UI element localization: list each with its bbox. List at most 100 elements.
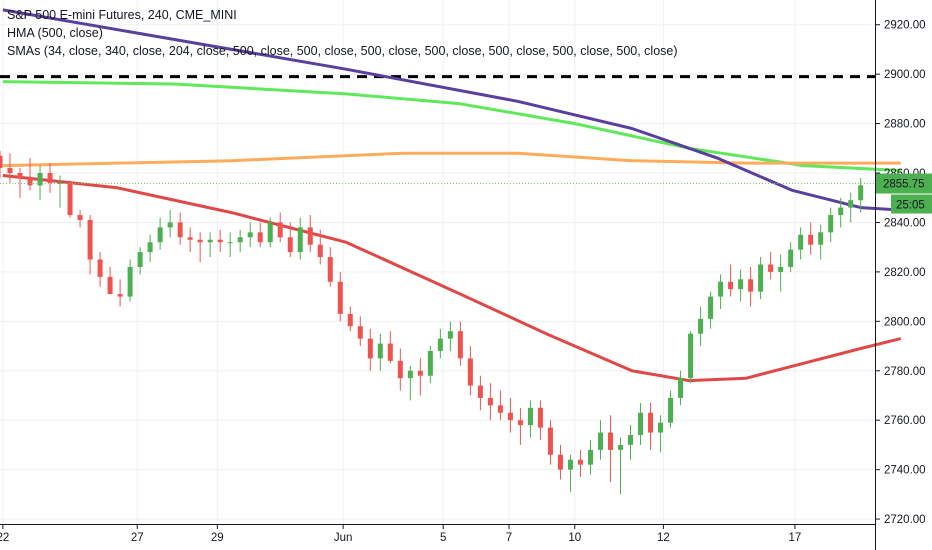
candle: [808, 222, 813, 254]
x-tick-label: Jun: [334, 532, 353, 544]
candle: [408, 366, 413, 401]
candle-body: [138, 252, 143, 267]
candle: [688, 331, 693, 383]
candle: [698, 306, 703, 346]
candle: [488, 383, 493, 420]
candle: [498, 391, 503, 421]
candle: [538, 400, 543, 440]
countdown-text: 25:05: [896, 200, 925, 212]
candle: [398, 349, 403, 391]
candle-body: [818, 232, 823, 244]
candle-body: [318, 245, 323, 257]
candle-body: [648, 413, 653, 433]
y-tick-label: 2880.00: [884, 119, 926, 131]
candle-body: [228, 242, 233, 243]
candle-body: [678, 378, 683, 398]
candle-body: [528, 408, 533, 425]
candle-body: [158, 227, 163, 242]
candle-body: [568, 460, 573, 470]
x-tick-label: 7: [506, 532, 512, 544]
y-tick-label: 2840.00: [884, 217, 926, 229]
candle: [848, 193, 853, 223]
candle: [528, 400, 533, 437]
candle: [468, 346, 473, 395]
candle: [418, 358, 423, 395]
candle: [188, 227, 193, 252]
candle-body: [798, 235, 803, 250]
x-tick-label: 17: [789, 532, 802, 544]
candle: [638, 403, 643, 445]
candle: [168, 210, 173, 237]
candle: [328, 247, 333, 287]
candle-body: [358, 326, 363, 338]
candle-body: [638, 413, 643, 435]
candle-body: [398, 361, 403, 378]
candle-body: [368, 339, 373, 359]
candle-body: [128, 267, 133, 297]
y-tick-label: 2780.00: [884, 366, 926, 378]
candle: [648, 403, 653, 450]
candle: [668, 391, 673, 428]
candle-body: [808, 235, 813, 245]
candle-body: [508, 413, 513, 420]
candle: [48, 163, 53, 193]
grid-lines: [0, 0, 875, 524]
candle: [828, 208, 833, 243]
candle: [568, 455, 573, 492]
candle-body: [18, 173, 23, 178]
candle-body: [828, 215, 833, 232]
candle: [218, 230, 223, 252]
candle: [428, 346, 433, 383]
candle: [148, 235, 153, 262]
candle: [38, 166, 43, 201]
candle-body: [738, 279, 743, 289]
x-tick-label: 27: [131, 532, 144, 544]
candle-body: [68, 183, 73, 215]
candle: [78, 210, 83, 227]
candle: [118, 279, 123, 306]
candle-body: [758, 264, 763, 291]
y-tick-label: 2740.00: [884, 465, 926, 477]
candle-body: [488, 398, 493, 405]
candle-body: [478, 386, 483, 398]
candle: [628, 425, 633, 460]
candle: [748, 267, 753, 307]
candle: [0, 151, 3, 178]
candle-body: [338, 282, 343, 314]
candle-body: [468, 358, 473, 385]
y-tick-label: 2820.00: [884, 267, 926, 279]
candle-body: [858, 185, 863, 200]
candle: [818, 225, 823, 260]
candle-body: [88, 220, 93, 260]
legend-symbol[interactable]: S&P 500 E-mini Futures, 240, CME_MINI: [7, 6, 678, 24]
candle: [618, 437, 623, 494]
candle: [388, 331, 393, 363]
legend-smas[interactable]: SMAs (34, close, 340, close, 204, close,…: [7, 42, 678, 60]
y-tick-label: 2920.00: [884, 20, 926, 32]
candle-body: [168, 222, 173, 227]
candle-body: [248, 232, 253, 237]
candle-body: [428, 351, 433, 376]
y-tick-label: 2800.00: [884, 316, 926, 328]
candle: [788, 242, 793, 272]
candle-body: [628, 435, 633, 445]
candle: [138, 247, 143, 274]
candle: [608, 415, 613, 482]
legend-hma[interactable]: HMA (500, close): [7, 24, 678, 42]
moving-average-lines: [3, 10, 932, 381]
candle: [598, 420, 603, 460]
candle-body: [748, 279, 753, 291]
candle-body: [578, 460, 583, 465]
candle-body: [788, 250, 793, 267]
candle-body: [8, 168, 13, 173]
candle-body: [598, 433, 603, 450]
candle: [658, 415, 663, 452]
x-tick-label: 10: [568, 532, 581, 544]
price-badge: 2855.75 25:05: [876, 174, 932, 214]
candle-body: [118, 294, 123, 296]
candle: [338, 272, 343, 321]
x-tick-label: 12: [657, 532, 670, 544]
candle-body: [38, 173, 43, 185]
candle: [448, 321, 453, 351]
